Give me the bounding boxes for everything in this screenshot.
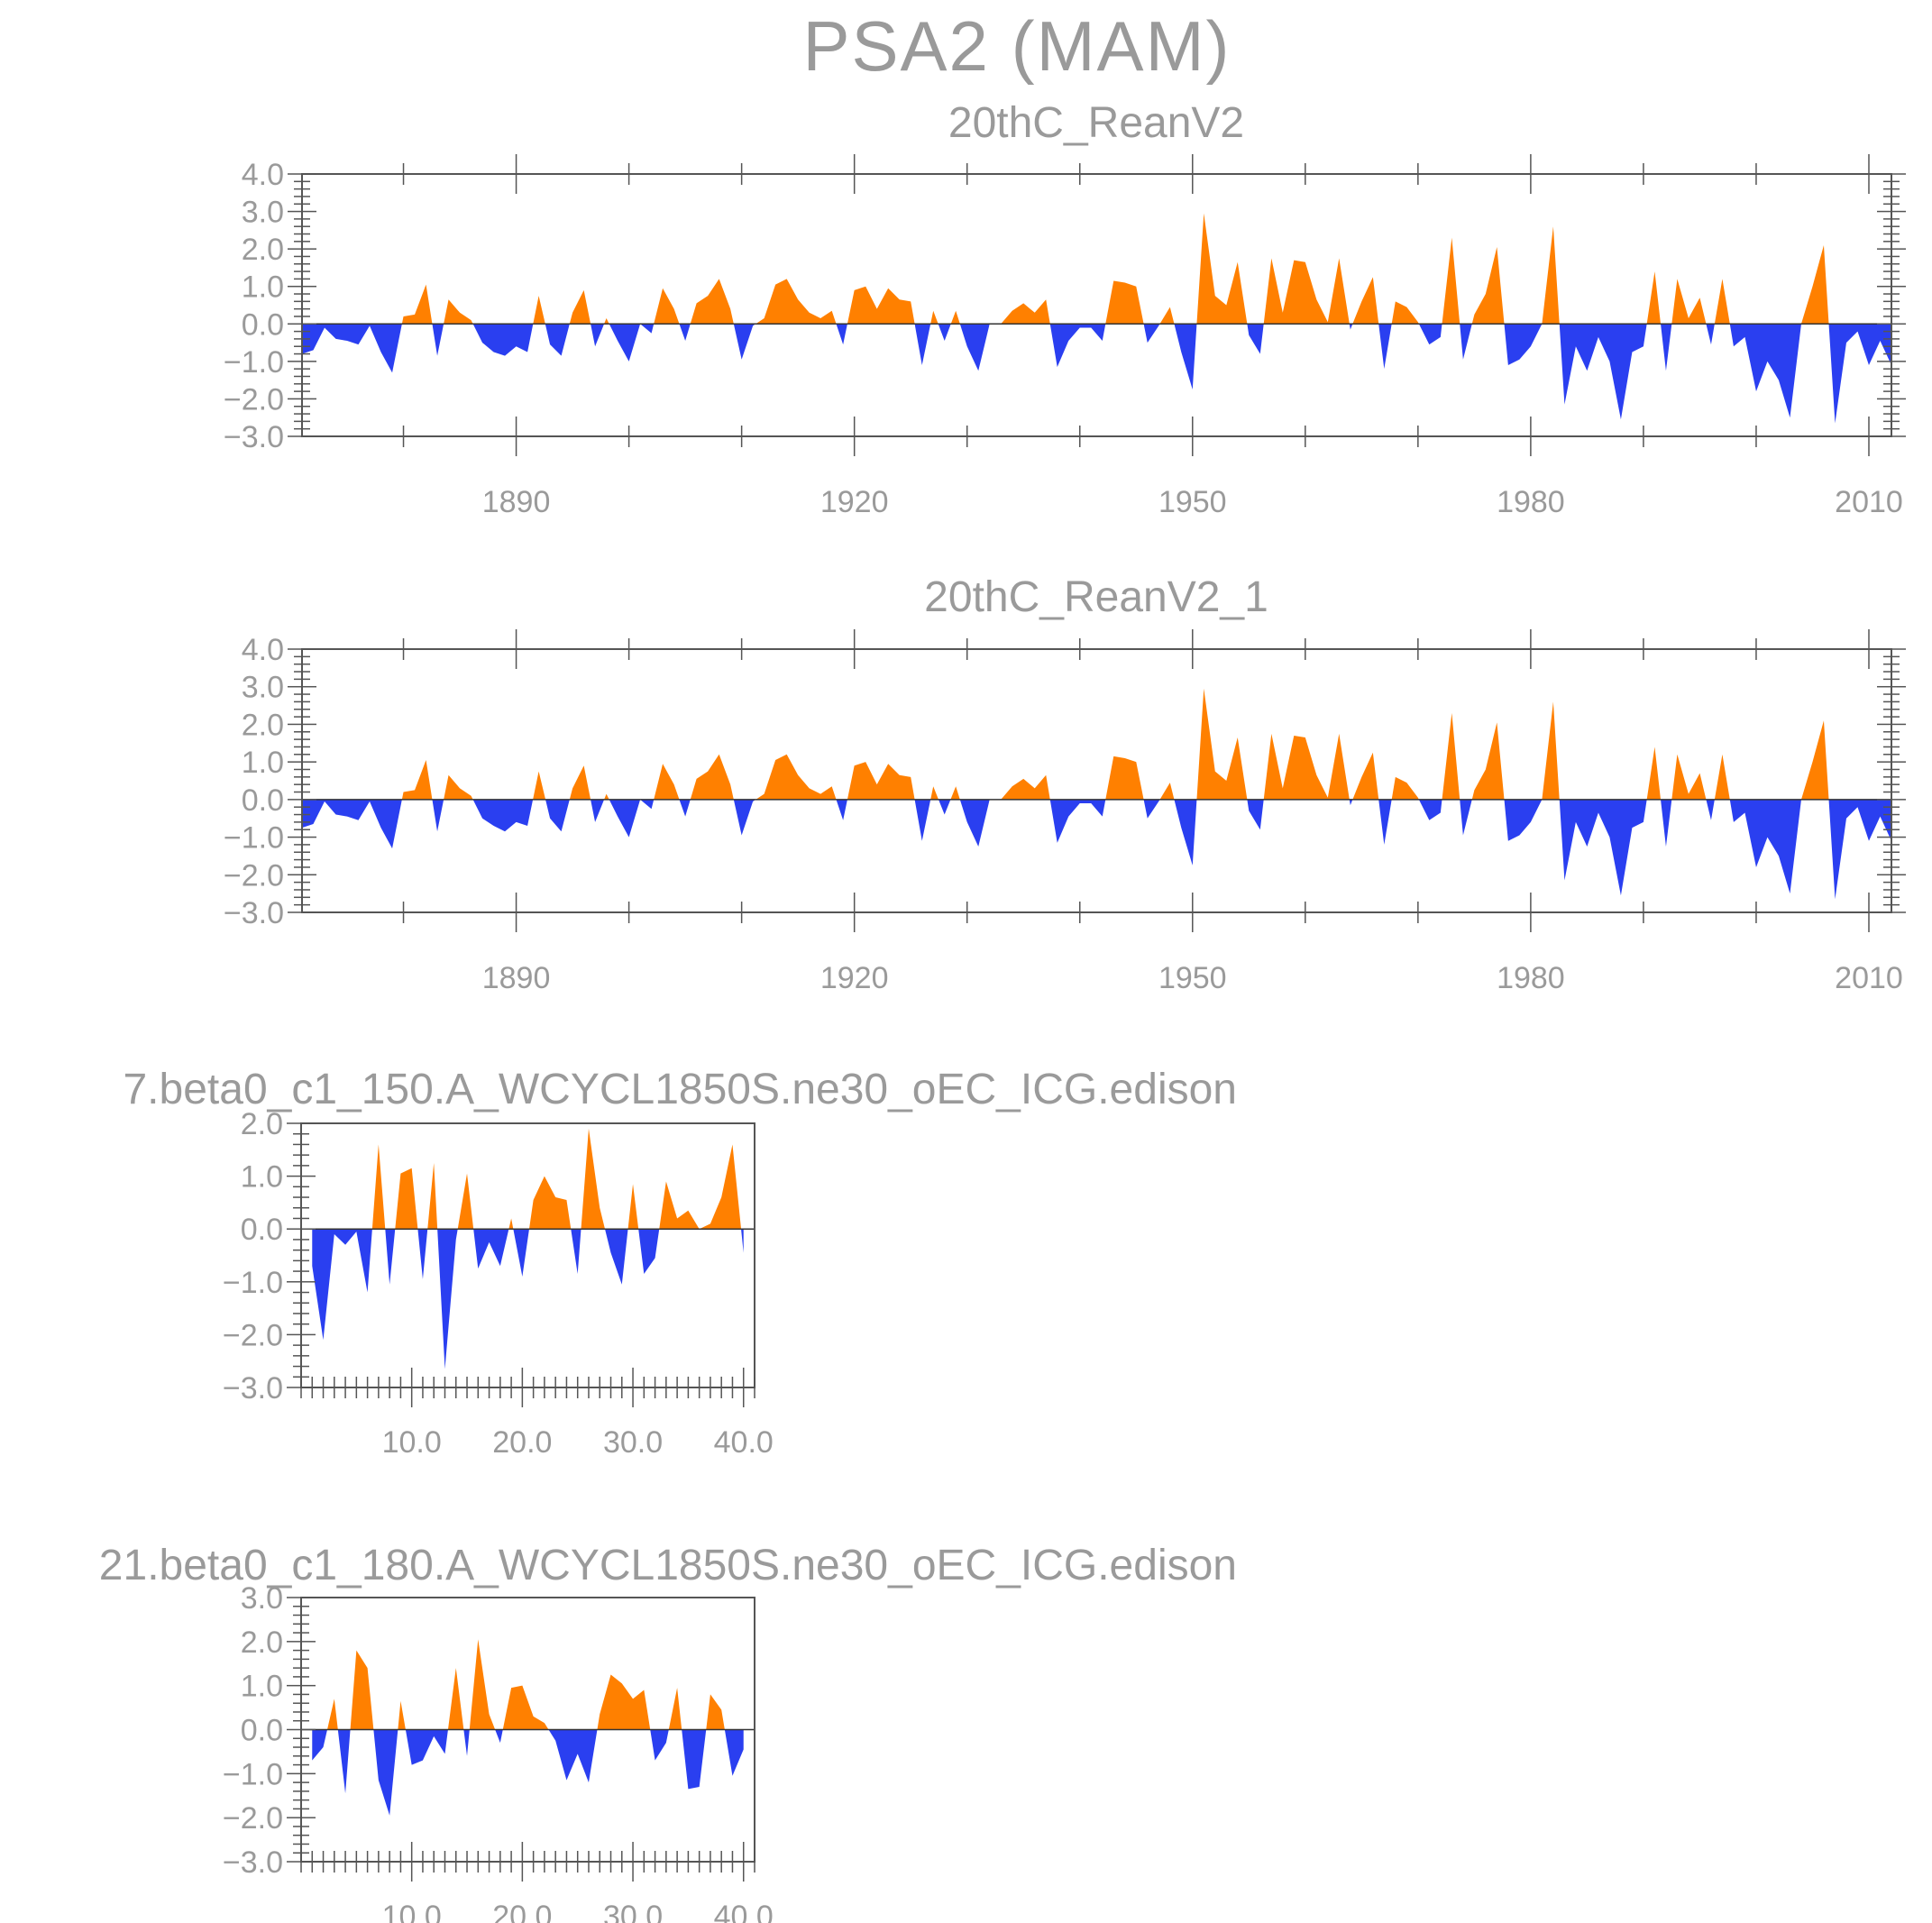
x-tick-label: 2010	[1835, 485, 1903, 519]
x-tick-label: 1890	[482, 485, 551, 519]
y-tick-label: 1.0	[241, 1160, 283, 1195]
plot-frame	[301, 648, 1892, 913]
plot-area	[301, 1128, 755, 1369]
y-tick-label: 4.0	[242, 633, 284, 667]
y-tick-label: −1.0	[224, 345, 284, 380]
y-tick-label: 1.0	[242, 746, 284, 780]
plot-area	[301, 1639, 755, 1816]
x-tick-label: 1950	[1158, 961, 1227, 995]
x-tick-label: 1950	[1158, 485, 1227, 519]
y-tick-label: −2.0	[223, 1801, 283, 1836]
y-tick-label: −2.0	[223, 1318, 283, 1352]
x-tick-label: 30.0	[603, 1425, 663, 1460]
x-tick-label: 1920	[820, 485, 889, 519]
positive-area-series	[327, 1639, 725, 1730]
y-tick-label: −3.0	[223, 1845, 283, 1880]
x-tick-label: 20.0	[492, 1900, 552, 1923]
y-tick-label: 0.0	[242, 783, 284, 818]
figure-title: PSA2 (MAM)	[802, 6, 1231, 86]
y-tick-label: 3.0	[242, 671, 284, 705]
negative-area-series	[312, 1229, 744, 1369]
x-tick-label: 2010	[1835, 961, 1903, 995]
y-tick-label: 0.0	[242, 307, 284, 342]
y-tick-label: −3.0	[223, 1371, 283, 1406]
y-tick-label: 0.0	[241, 1213, 283, 1247]
y-tick-label: 3.0	[242, 196, 284, 230]
y-tick-label: −3.0	[224, 896, 284, 930]
x-tick-label: 40.0	[714, 1425, 774, 1460]
y-tick-label: 0.0	[241, 1714, 283, 1748]
x-tick-label: 1920	[820, 961, 889, 995]
x-tick-label: 30.0	[603, 1900, 663, 1923]
panel-beta0-c1-150: 7.beta0_c1_150.A_WCYCL1850S.ne30_oEC_ICG…	[123, 1066, 1237, 1460]
y-tick-label: 2.0	[242, 233, 284, 267]
plot-frame	[300, 1122, 755, 1388]
y-tick-label: 1.0	[241, 1670, 283, 1704]
plot-area	[302, 688, 1891, 900]
x-tick-label: 1890	[482, 961, 551, 995]
x-tick-label: 10.0	[382, 1900, 442, 1923]
y-tick-label: −1.0	[223, 1266, 283, 1300]
y-tick-label: 4.0	[242, 158, 284, 192]
negative-area-series	[302, 324, 1891, 424]
y-tick-label: −1.0	[223, 1757, 283, 1791]
x-tick-label: 40.0	[714, 1900, 774, 1923]
y-tick-label: −3.0	[224, 420, 284, 454]
x-tick-label: 20.0	[492, 1425, 552, 1460]
x-tick-label: 1980	[1497, 485, 1565, 519]
panel-title: 20thC_ReanV2_1	[924, 573, 1268, 621]
positive-area-series	[371, 1128, 742, 1230]
y-tick-label: −2.0	[224, 382, 284, 417]
positive-area-series	[401, 688, 1829, 800]
y-tick-label: 3.0	[241, 1581, 283, 1616]
x-tick-label: 1980	[1497, 961, 1565, 995]
y-tick-label: 1.0	[242, 270, 284, 305]
panel-20thc-reanv2: 20thC_ReanV2 −3.0−2.0−1.00.01.02.03.0 4.0…	[224, 99, 1906, 519]
negative-area-series	[312, 1729, 744, 1816]
y-tick-label: 2.0	[241, 1107, 283, 1141]
negative-area-series	[302, 799, 1891, 900]
x-tick-label: 10.0	[382, 1425, 442, 1460]
y-tick-label: −2.0	[224, 858, 284, 893]
panel-20thc-reanv2-1: 20thC_ReanV2_1 −3.0−2.0−1.00.01.0 2.03.0 4…	[224, 573, 1906, 995]
plot-frame	[301, 173, 1892, 437]
panel-title: 7.beta0_c1_150.A_WCYCL1850S.ne30_oEC_ICG…	[123, 1066, 1237, 1113]
panel-title: 21.beta0_c1_180.A_WCYCL1850S.ne30_oEC_IC…	[99, 1542, 1237, 1589]
y-tick-label: 2.0	[242, 708, 284, 742]
panel-title: 20thC_ReanV2	[948, 99, 1244, 147]
panel-beta0-c1-180: 21.beta0_c1_180.A_WCYCL1850S.ne30_oEC_IC…	[99, 1542, 1237, 1923]
y-tick-label: −1.0	[224, 821, 284, 856]
positive-area-series	[401, 213, 1829, 325]
plot-area	[302, 213, 1891, 424]
y-tick-label: 2.0	[241, 1625, 283, 1660]
